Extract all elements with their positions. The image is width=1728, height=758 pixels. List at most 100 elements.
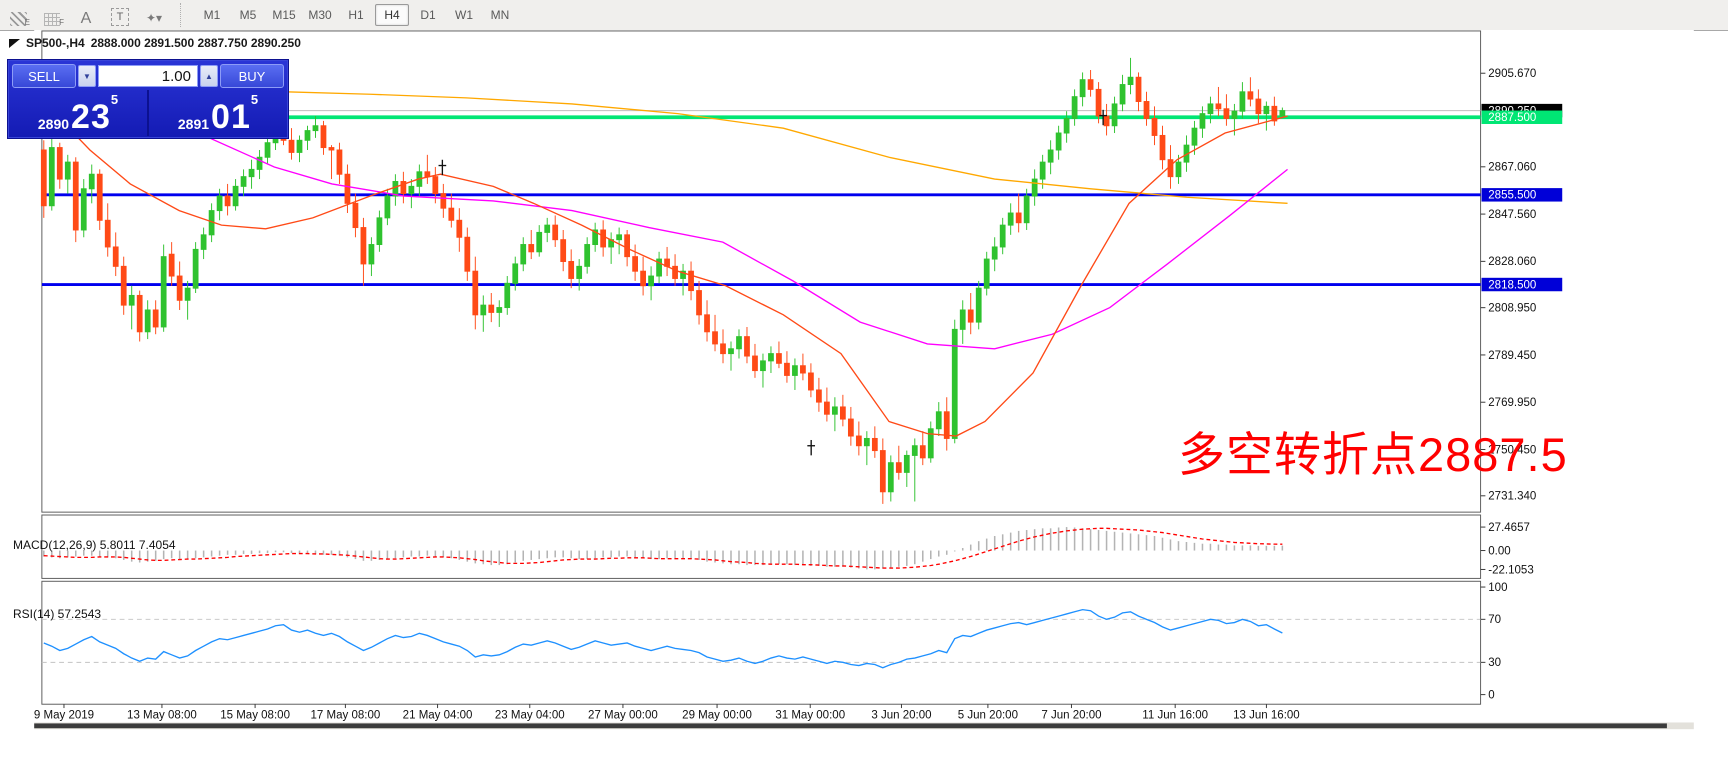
rsi-axis-label: 0 (1488, 689, 1494, 701)
candle-body (304, 130, 311, 141)
timeframe-h1[interactable]: H1 (348, 8, 364, 22)
candle-body (456, 219, 463, 238)
candle-body (1047, 149, 1054, 163)
candle-body (951, 328, 958, 439)
candle-body (688, 270, 694, 292)
candle-body (672, 265, 678, 279)
macd-label: MACD(12,26,9) 5.8011 7.4054 (13, 538, 176, 552)
candle-body (776, 353, 782, 364)
candle-body (728, 348, 734, 355)
candle-body (312, 125, 319, 132)
candle-body (1215, 103, 1222, 110)
one-click-trading-panel: SELL ▼ 1.00 ▲ BUY 2890 23 5 2891 01 5 (8, 60, 288, 138)
candle-body (176, 275, 183, 301)
candle-body (432, 176, 439, 195)
candle-body (504, 282, 511, 309)
chart-symbol: SP500-,H4 (26, 36, 85, 50)
candle-body (816, 389, 822, 403)
candle-body (384, 195, 391, 219)
candle-body (392, 181, 399, 197)
macd-axis-label: 27.4657 (1488, 522, 1530, 534)
candle-body (927, 428, 934, 459)
candle-body (943, 411, 950, 439)
macd-series (43, 527, 1284, 570)
time-axis-label: 31 May 00:00 (775, 710, 845, 722)
candle-body (568, 261, 575, 279)
candle-body (104, 219, 111, 248)
candle-body (80, 188, 87, 231)
candle-body (752, 355, 758, 372)
price-axis-label: 2828.060 (1488, 256, 1536, 268)
arrow-objects-icon[interactable]: ✦▾ (145, 11, 163, 25)
price-badge-label: 2818.500 (1488, 279, 1536, 291)
candle-body (999, 224, 1006, 248)
candle-body (863, 437, 870, 447)
candle-body (1135, 76, 1142, 102)
candle-body (720, 343, 726, 355)
h-scrollbar-thumb[interactable] (34, 723, 1667, 729)
candle-body (824, 401, 830, 415)
price-axis-label: 2808.950 (1488, 303, 1536, 315)
sell-button[interactable]: SELL (12, 64, 76, 88)
buy-price[interactable]: 2891 01 5 (149, 90, 287, 136)
timeframe-m1[interactable]: M1 (203, 8, 221, 22)
text-label-icon[interactable]: A (80, 10, 92, 27)
toolbar: E F A T ✦▾ M1 M5 M15 M30 H1 H4 D1 W1 MN (0, 0, 1728, 31)
candle-body (736, 336, 742, 350)
rsi-line (43, 608, 1283, 669)
chart-title: SP500-,H4 2888.000 2891.500 2887.750 289… (9, 36, 301, 50)
candle-body (1247, 91, 1254, 100)
time-axis-label: 11 Jun 16:00 (1142, 710, 1208, 722)
candle-body (56, 147, 63, 180)
chart-canvas[interactable]: 2905.6702890.2502887.5002867.0602855.500… (0, 30, 1728, 758)
volume-decrease-button[interactable]: ▼ (78, 65, 96, 87)
candle-body (512, 263, 519, 284)
sell-price-sup: 5 (110, 92, 119, 107)
candle-body (88, 173, 95, 190)
candle-body (1015, 212, 1022, 224)
candle-body (879, 450, 886, 493)
candle-body (1263, 105, 1270, 115)
candle-body (544, 224, 551, 233)
ma-red (43, 115, 1288, 437)
candle-body (152, 309, 159, 328)
candle-body (368, 244, 375, 265)
candle-body (784, 362, 790, 376)
candle-body (40, 149, 47, 207)
price-badge (1481, 188, 1563, 202)
rsi-axis-label: 100 (1488, 582, 1507, 594)
data-grid-icon[interactable]: F (40, 4, 64, 27)
price-axis-label: 2731.340 (1488, 491, 1536, 503)
timeframe-w1[interactable]: W1 (455, 8, 473, 22)
candle-body (288, 139, 295, 153)
volume-increase-button[interactable]: ▲ (200, 65, 218, 87)
candle-body (48, 147, 55, 207)
candle-body (144, 309, 151, 333)
candle-body (967, 309, 974, 323)
buy-button[interactable]: BUY (220, 64, 284, 88)
candle-body (1159, 134, 1166, 161)
candle-body (744, 336, 750, 357)
candle-body (919, 445, 926, 459)
price-axis-label: 2769.950 (1488, 397, 1536, 409)
candle-body (1103, 115, 1110, 127)
candle-body (704, 314, 710, 333)
text-box-icon[interactable]: T (108, 4, 132, 26)
candle-body (632, 256, 638, 272)
timeframe-m30[interactable]: M30 (308, 8, 332, 22)
timeframe-d1[interactable]: D1 (420, 8, 436, 22)
timeframe-m15[interactable]: M15 (272, 8, 296, 22)
timeframe-mn[interactable]: MN (490, 8, 510, 22)
sell-price[interactable]: 2890 23 5 (9, 90, 149, 136)
candle-body (464, 236, 471, 272)
candle-body (1007, 212, 1014, 226)
volume-input[interactable]: 1.00 (98, 65, 198, 87)
candle-body (96, 173, 103, 221)
candle-body (72, 161, 79, 231)
timeframe-h4[interactable]: H4 (375, 4, 409, 26)
rsi-panel (41, 580, 1482, 705)
candle-body (328, 147, 335, 151)
timeframe-m5[interactable]: M5 (239, 8, 257, 22)
candle-body (1023, 195, 1030, 224)
expert-advisor-icon[interactable]: E (6, 4, 30, 27)
